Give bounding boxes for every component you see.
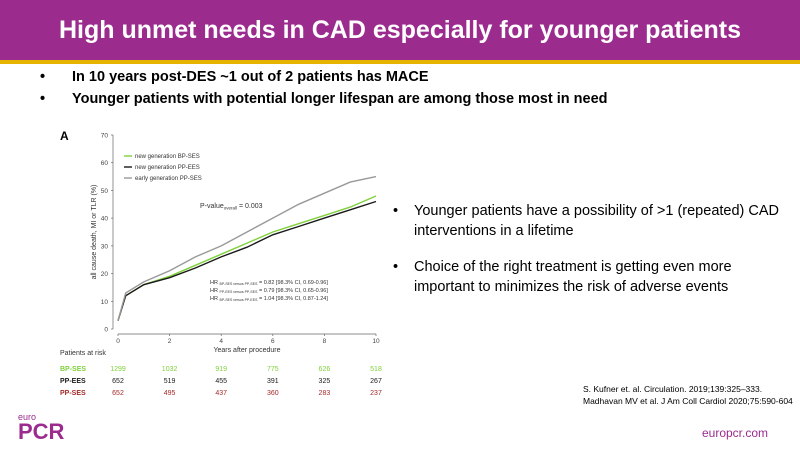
right-bullet-text: Choice of the right treatment is getting… <box>414 259 732 295</box>
chart-axes: 0 10 20 30 40 50 60 70 0 2 4 6 8 10 <box>101 133 380 346</box>
risk-row-label: PP-SES <box>60 390 86 397</box>
hazard-ratio-line: HR PP-EES versus PP-SES = 0.79 [98.3% CI… <box>210 288 328 294</box>
hazard-ratio-line: HR BP-SES versus PP-EES = 1.04 [98.3% CI… <box>210 296 328 302</box>
risk-cell: 652 <box>112 378 124 385</box>
risk-row: BP-SES 1299 1032 919 775 626 518 <box>60 366 400 376</box>
chart-legend: new generation BP-SES new generation PP-E… <box>124 154 202 182</box>
series-line <box>117 200 377 321</box>
y-axis-label: all cause death, MI or TLR (%) <box>91 185 98 280</box>
bullet-glyph: • <box>393 259 399 275</box>
x-tick-label: 8 <box>323 338 327 345</box>
y-tick-label: 60 <box>101 160 109 167</box>
x-tick-label: 6 <box>271 338 275 345</box>
patients-at-risk-table: Patients at risk BP-SES 1299 1032 919 775 626… <box>50 350 400 404</box>
hazard-ratio-annotations: HR BP-SES versus PP-SES = 0.82 [98.3% CI… <box>210 280 328 302</box>
europcr-logo: euro PCR <box>18 412 65 444</box>
y-tick-label: 20 <box>101 271 109 278</box>
bullet-glyph: • <box>40 91 46 107</box>
risk-cell: 626 <box>318 366 331 373</box>
risk-cell: 267 <box>370 378 382 385</box>
panel-label: A <box>60 129 69 143</box>
right-bullet-text: Younger patients have a possibility of >… <box>414 203 780 239</box>
top-bullet-text: In 10 years post-DES ~1 out of 2 patient… <box>72 69 429 85</box>
logo-small-text: euro <box>18 412 37 422</box>
p-value-sub: overall <box>224 206 237 211</box>
p-value-main: P-value <box>200 203 224 210</box>
risk-cell: 518 <box>370 366 382 373</box>
legend-label: early generation PP-SES <box>135 176 202 182</box>
chart-series <box>117 175 377 321</box>
right-bullet-list: • Younger patients have a possibility of … <box>393 201 793 313</box>
risk-cell: 391 <box>266 378 279 385</box>
kaplan-meier-chart: A 0 10 20 30 40 50 60 70 0 2 4 6 8 10 new generation … <box>0 128 400 408</box>
risk-cell: 1299 <box>110 366 126 373</box>
x-tick-label: 2 <box>168 338 172 345</box>
logo-big-text: PCR <box>18 419 65 444</box>
site-url: europcr.com <box>701 426 768 440</box>
risk-cell: 283 <box>318 390 331 397</box>
y-tick-label: 0 <box>104 327 108 334</box>
reference-line: S. Kufner et. al. Circulation. 2019;139:… <box>583 384 763 394</box>
top-bullet-item: • Younger patients with potential longer … <box>40 88 608 110</box>
y-tick-label: 10 <box>101 299 109 306</box>
reference-line: Madhavan MV et al. J Am Coll Cardiol 202… <box>583 396 793 406</box>
risk-row-label: PP-EES <box>60 378 86 385</box>
x-tick-label: 0 <box>116 338 120 345</box>
bullet-glyph: • <box>393 203 399 219</box>
y-tick-label: 40 <box>101 216 109 223</box>
series-line <box>117 175 377 321</box>
p-value-rest: = 0.003 <box>237 203 263 210</box>
top-bullet-text: Younger patients with potential longer l… <box>72 91 608 107</box>
references: S. Kufner et. al. Circulation. 2019;139:… <box>583 383 793 407</box>
legend-label: new generation PP-EES <box>135 165 200 171</box>
p-value-annotation: P-valueoverall = 0.003 <box>200 203 263 211</box>
risk-cell: 919 <box>215 366 228 373</box>
risk-cell: 325 <box>318 378 331 385</box>
risk-cell: 360 <box>266 390 279 397</box>
risk-cell: 775 <box>266 366 279 373</box>
risk-cell: 437 <box>215 390 228 397</box>
right-bullet-item: • Younger patients have a possibility of … <box>393 201 793 241</box>
header-divider <box>0 60 800 64</box>
risk-cell: 652 <box>112 390 124 397</box>
risk-row: PP-EES 652 519 455 391 325 267 <box>60 378 400 388</box>
x-tick-label: 4 <box>219 338 223 345</box>
y-tick-label: 30 <box>101 243 109 250</box>
risk-row-label: BP-SES <box>60 366 87 373</box>
slide-title: High unmet needs in CAD especially for y… <box>58 16 742 44</box>
bullet-glyph: • <box>40 69 46 85</box>
top-bullet-list: • In 10 years post-DES ~1 out of 2 patien… <box>40 66 608 110</box>
x-axis-label: Years after procedure <box>213 347 280 354</box>
risk-row: PP-SES 652 495 437 360 283 237 <box>60 390 400 400</box>
risk-cell: 519 <box>163 378 176 385</box>
hazard-ratio-line: HR BP-SES versus PP-SES = 0.82 [98.3% CI… <box>210 280 328 286</box>
chart-svg: A 0 10 20 30 40 50 60 70 0 2 4 6 8 10 new generation … <box>60 129 380 354</box>
x-tick-label: 10 <box>372 338 380 345</box>
legend-label: new generation BP-SES <box>135 154 200 160</box>
y-tick-label: 50 <box>101 188 109 195</box>
header-bar <box>0 0 800 60</box>
risk-cell: 237 <box>370 390 382 397</box>
risk-cell: 1032 <box>161 366 178 373</box>
top-bullet-item: • In 10 years post-DES ~1 out of 2 patien… <box>40 66 608 88</box>
right-bullet-item: • Choice of the right treatment is gettin… <box>393 257 793 297</box>
risk-cell: 495 <box>163 390 176 397</box>
y-tick-label: 70 <box>101 133 109 140</box>
risk-cell: 455 <box>215 378 228 385</box>
patients-at-risk-title: Patients at risk <box>60 350 106 357</box>
